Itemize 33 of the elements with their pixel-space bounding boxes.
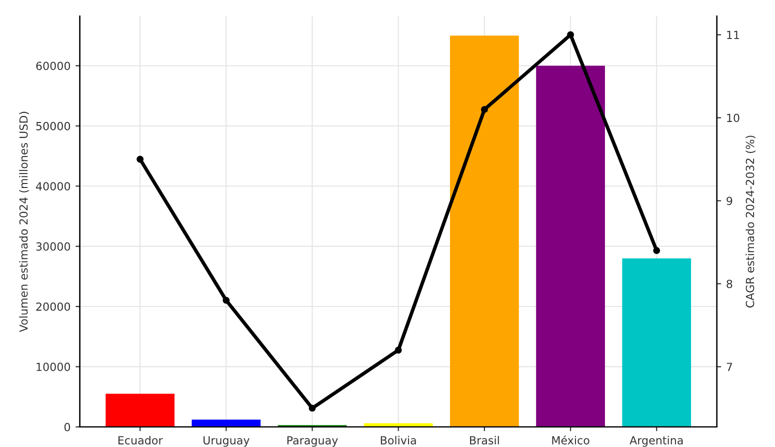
y2-tick-label: 8	[726, 280, 732, 288]
point	[222, 296, 230, 304]
y-tick-label: 10000	[36, 362, 70, 372]
point	[308, 404, 316, 412]
bar	[192, 420, 261, 427]
y-tick-label: 40000	[36, 182, 70, 191]
x-tick-label: Argentina	[630, 436, 683, 447]
point	[567, 31, 574, 38]
y-tick-label: 50000	[36, 122, 70, 130]
y-axis-title: Volumen estimado 2024 (millones USD)	[19, 112, 30, 332]
x-tick-label: Bolivia	[380, 436, 416, 445]
bar	[450, 36, 519, 427]
y2-axis-title: CAGR estimado 2024-2032 (%)	[746, 136, 756, 308]
y2-tick-label: 10	[727, 114, 740, 122]
bar	[622, 258, 692, 427]
point	[480, 106, 488, 113]
point	[653, 247, 660, 254]
y-tick-label: 30000	[36, 242, 70, 251]
x-tick-label: Paraguay	[287, 436, 338, 447]
x-tick-label: Uruguay	[204, 436, 250, 447]
y2-tick-label: 11	[727, 30, 740, 39]
y-tick-label: 20000	[36, 302, 70, 311]
bar	[536, 66, 605, 427]
y-tick-label: 60000	[36, 62, 70, 70]
x-tick-label: Brasil	[470, 436, 499, 445]
point	[136, 156, 144, 163]
bar	[106, 394, 175, 427]
x-tick-label: Ecuador	[118, 436, 163, 445]
y-tick-label: 0	[64, 422, 70, 432]
x-tick-label: México	[552, 435, 590, 445]
y2-tick-label: 9	[726, 196, 732, 206]
y2-tick-label: 7	[726, 362, 732, 371]
point	[394, 346, 402, 354]
